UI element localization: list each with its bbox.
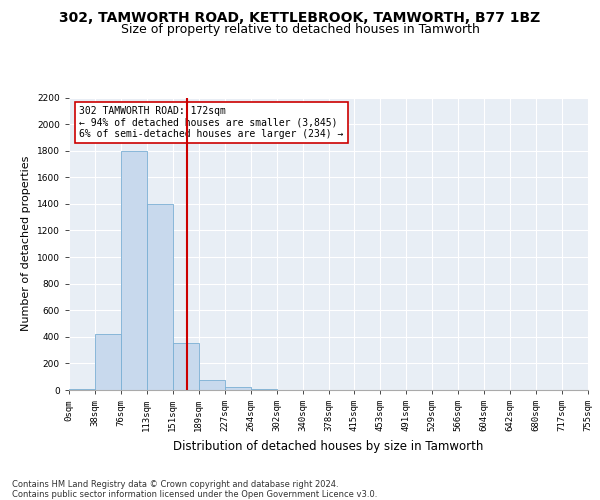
Text: Size of property relative to detached houses in Tamworth: Size of property relative to detached ho… [121,24,479,36]
Bar [173,344,199,390]
Text: Contains HM Land Registry data © Crown copyright and database right 2024.
Contai: Contains HM Land Registry data © Crown c… [12,480,377,499]
Bar [69,388,95,390]
Text: 302 TAMWORTH ROAD: 172sqm
← 94% of detached houses are smaller (3,845)
6% of sem: 302 TAMWORTH ROAD: 172sqm ← 94% of detac… [79,106,344,140]
Bar [95,334,121,390]
Text: 302, TAMWORTH ROAD, KETTLEBROOK, TAMWORTH, B77 1BZ: 302, TAMWORTH ROAD, KETTLEBROOK, TAMWORT… [59,11,541,25]
Bar [121,150,147,390]
Bar [147,204,173,390]
Y-axis label: Number of detached properties: Number of detached properties [22,156,31,332]
Bar [199,380,224,390]
Bar [225,388,251,390]
X-axis label: Distribution of detached houses by size in Tamworth: Distribution of detached houses by size … [173,440,484,452]
